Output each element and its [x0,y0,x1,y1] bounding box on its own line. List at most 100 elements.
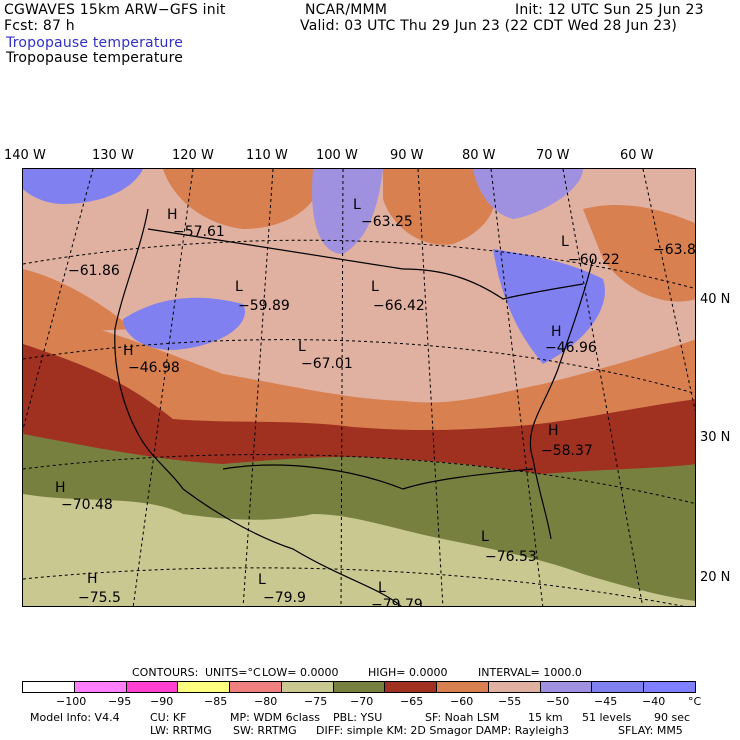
model-info: Model Info: V4.4 [30,711,120,724]
longitude-line [642,169,695,413]
legend-tick: −75 [304,695,328,708]
lat-label: 40 N [700,292,731,307]
surface-scheme: SF: Noah LSM [425,711,500,724]
shade-band [583,204,695,302]
legend-tick: −95 [108,695,132,708]
longitude-line [340,169,344,606]
center-value: −61.86 [68,263,120,279]
legend-swatch [126,682,179,692]
center-letter: H [548,423,559,439]
microphysics-scheme: MP: WDM 6class [230,711,320,724]
interval-label: INTERVAL= 1000.0 [478,666,582,679]
lon-label: 110 W [246,148,288,163]
us-canada-border [147,228,404,270]
legend-swatch [488,682,541,692]
resolution: 15 km [528,711,563,724]
legend-tick: −70 [350,695,374,708]
longitude-line [242,169,274,606]
center-letter: H [87,571,98,587]
lon-label: 60 W [620,148,654,163]
lon-label: 120 W [172,148,214,163]
vertical-levels: 51 levels [582,711,632,724]
legend-swatch [437,682,489,692]
lat-label: 20 N [700,570,731,585]
map-panel: H −57.61 L −63.25 L −60.22 −63.8 −61.86 … [22,168,696,607]
longwave-scheme: LW: RRTMG [150,724,212,737]
shaded-field-title: Tropopause temperature [6,35,184,51]
west-coast-outline [114,208,184,490]
legend-swatch [385,682,438,692]
center-letter: L [298,339,306,355]
center-letter: H [123,343,134,359]
contours-label: CONTOURS: [132,666,199,679]
center-value: −57.61 [173,224,225,240]
center-letter: L [371,279,379,295]
legend-tick: −85 [204,695,228,708]
east-coast-outline [529,258,594,540]
legend-swatch [281,682,334,692]
center-value: −67.01 [301,356,353,372]
center-value: −46.96 [545,340,597,356]
center-value: −63.8 [653,242,696,258]
center-value: −60.22 [568,252,620,268]
units-label: UNITS=°C [205,666,261,679]
legend-swatch [74,682,127,692]
center-letter: L [378,580,386,596]
time-step: 90 sec [654,711,691,724]
lon-label: 80 W [462,148,496,163]
center-value: −66.42 [373,298,425,314]
center-letter: H [167,207,178,223]
center-value: −59.89 [238,298,290,314]
surface-layer-scheme: SFLAY: MM5 [618,724,683,737]
model-title: CGWAVES 15km ARW−GFS init [4,2,226,18]
center-value: −75.5 [78,590,121,606]
legend-tick: −100 [56,695,87,708]
gulf-coast-outline [222,464,534,490]
center-value: −79.9 [263,590,306,606]
mexico-coast-outline [182,488,402,606]
shade-band [163,169,323,229]
great-lakes-border [402,268,584,300]
legend-tick: −45 [594,695,618,708]
legend-tick: −40 [642,695,666,708]
shade-band [23,494,695,606]
diffusion-damping: DIFF: simple KM: 2D Smagor DAMP: Rayleig… [316,724,570,737]
legend-tick: −65 [400,695,424,708]
center-value: −76.53 [485,549,537,565]
shortwave-scheme: SW: RRTMG [233,724,297,737]
longitude-line [562,169,644,606]
legend-swatch [592,682,645,692]
contour-field-title: Tropopause temperature [6,50,184,66]
center-value: −63.25 [361,214,413,230]
center-letter: L [561,234,569,250]
center-letter: H [55,480,66,496]
legend-swatch [23,682,75,692]
pressure-center-labels: H −57.61 L −63.25 L −60.22 −63.8 −61.86 … [55,197,696,606]
legend-swatch [178,682,231,692]
shade-band [312,169,383,254]
pbl-scheme: PBL: YSU [333,711,383,724]
longitude-line [417,169,444,606]
legend-tick: −90 [150,695,174,708]
init-time: Init: 12 UTC Sun 25 Jun 23 [515,2,704,18]
lon-label: 70 W [536,148,570,163]
cumulus-scheme: CU: KF [150,711,187,724]
lon-label: 140 W [4,148,46,163]
shade-band [493,249,605,364]
center-letter: L [258,572,266,588]
shade-band [473,169,583,219]
lon-label: 90 W [390,148,424,163]
legend-unit: °C [688,695,702,708]
legend-swatch [540,682,593,692]
shade-band [123,297,245,350]
longitude-line [132,169,194,606]
legend-swatch [333,682,386,692]
shade-band [23,269,133,334]
forecast-hour: Fcst: 87 h [4,18,75,34]
center-letter: L [235,279,243,295]
organization: NCAR/MMM [305,2,388,18]
longitude-line [490,169,544,606]
lat-label: 30 N [700,430,731,445]
center-value: −46.98 [128,360,180,376]
tropopause-temperature-map: H −57.61 L −63.25 L −60.22 −63.8 −61.86 … [23,169,696,606]
